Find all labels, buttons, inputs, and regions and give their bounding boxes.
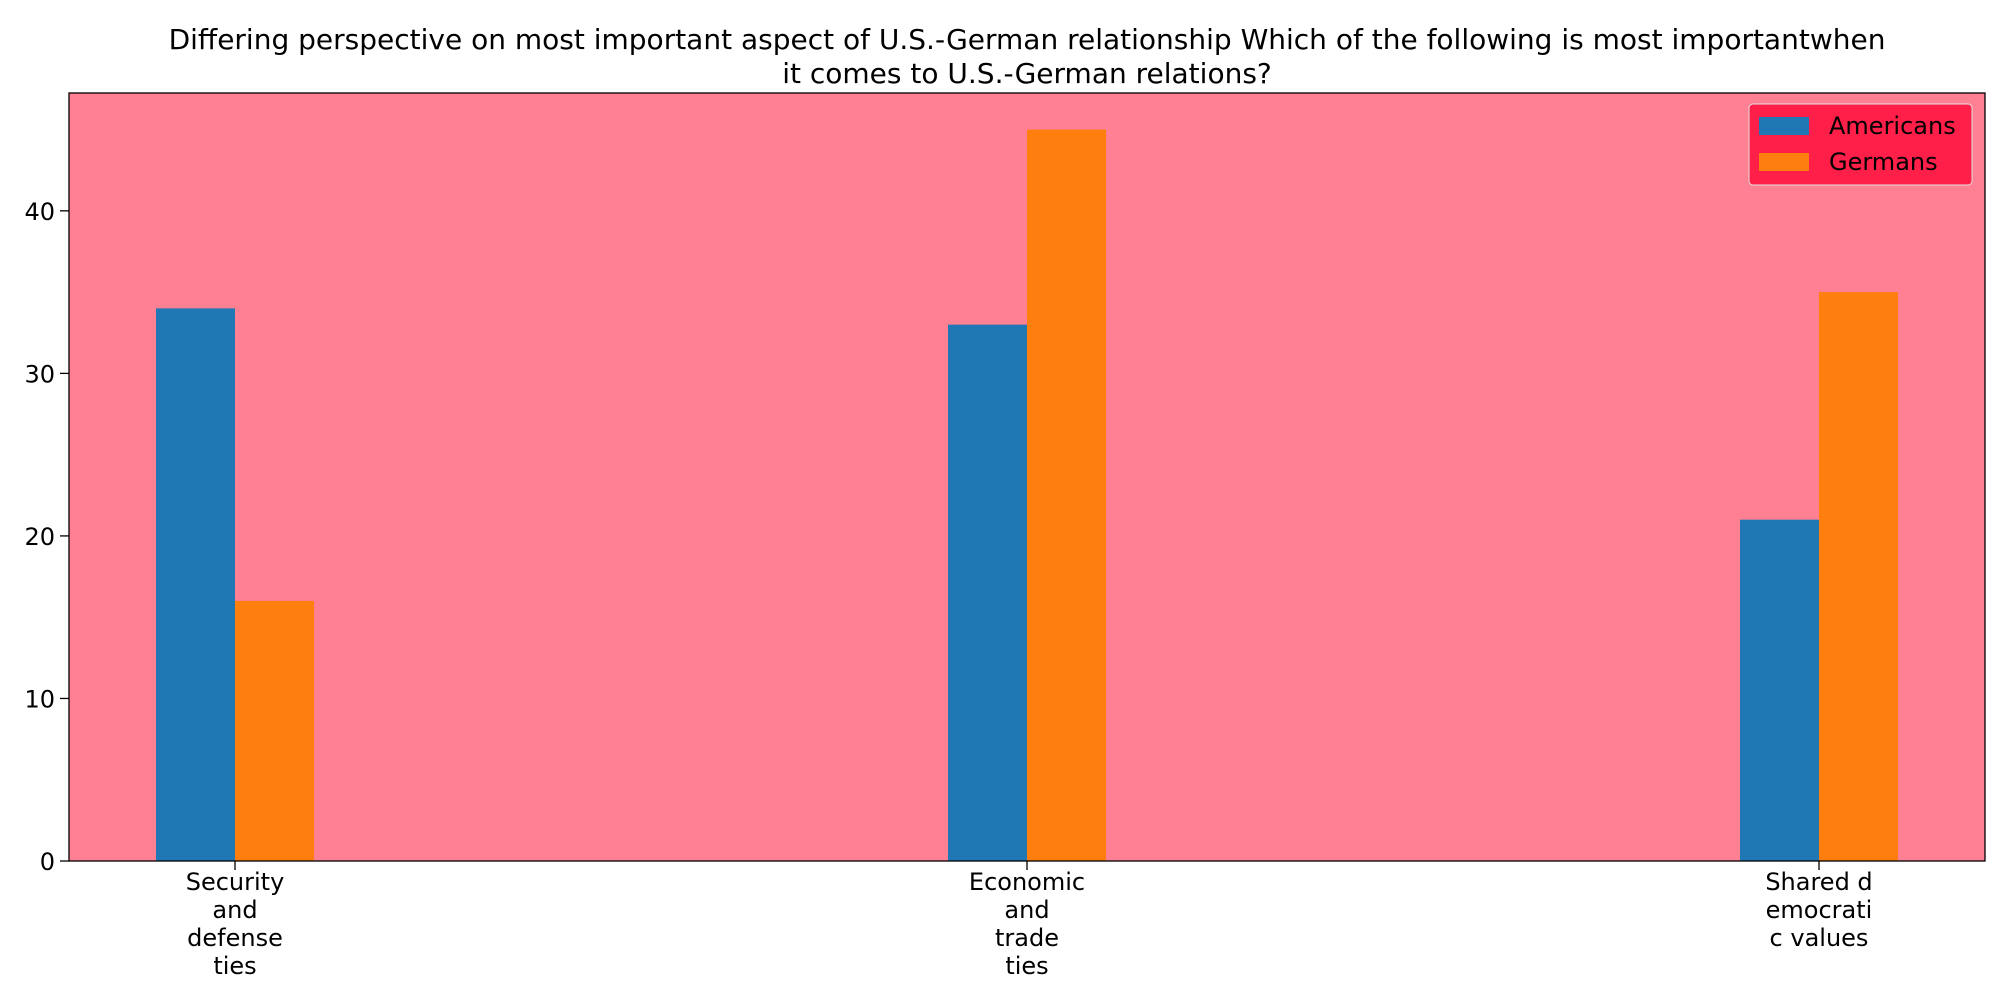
bar-americans <box>156 308 235 861</box>
y-tick-label: 40 <box>24 198 55 226</box>
y-tick-label: 30 <box>24 360 55 388</box>
legend-label-germans: Germans <box>1829 148 1938 176</box>
x-tick-label: and <box>1004 896 1049 924</box>
x-tick-label: Security <box>186 868 285 896</box>
bar-americans <box>948 324 1027 862</box>
legend-label-americans: Americans <box>1829 112 1956 140</box>
bar-germans <box>1819 292 1898 862</box>
x-tick-label: Economic <box>969 868 1085 896</box>
bar-germans <box>1027 129 1106 862</box>
legend-swatch-americans <box>1759 117 1809 135</box>
x-tick-label: trade <box>995 924 1059 952</box>
y-axis: 0 10 20 30 40 <box>24 198 69 876</box>
x-tick-label: ties <box>1005 952 1048 980</box>
x-tick-label: defense <box>187 924 283 952</box>
chart-title-line: Differing perspective on most important … <box>169 23 1886 56</box>
y-tick-label: 0 <box>40 848 55 876</box>
bar-germans <box>235 600 314 861</box>
y-tick-label: 10 <box>24 685 55 713</box>
x-tick-label: c values <box>1770 924 1869 952</box>
x-tick-label: and <box>212 896 257 924</box>
x-tick-label: emocrati <box>1766 896 1873 924</box>
x-axis: SecurityanddefensetiesEconomicandtradeti… <box>186 861 1873 980</box>
legend-swatch-germans <box>1759 153 1809 171</box>
bar-americans <box>1740 519 1819 861</box>
x-tick-label: Shared d <box>1765 868 1872 896</box>
y-tick-label: 20 <box>24 523 55 551</box>
legend[interactable]: Americans Germans <box>1748 103 1973 186</box>
bars <box>156 129 1898 862</box>
x-tick-label: ties <box>213 952 256 980</box>
chart-title-line: it comes to U.S.-German relations? <box>782 57 1272 90</box>
chart-title: Differing perspective on most important … <box>169 23 1886 90</box>
